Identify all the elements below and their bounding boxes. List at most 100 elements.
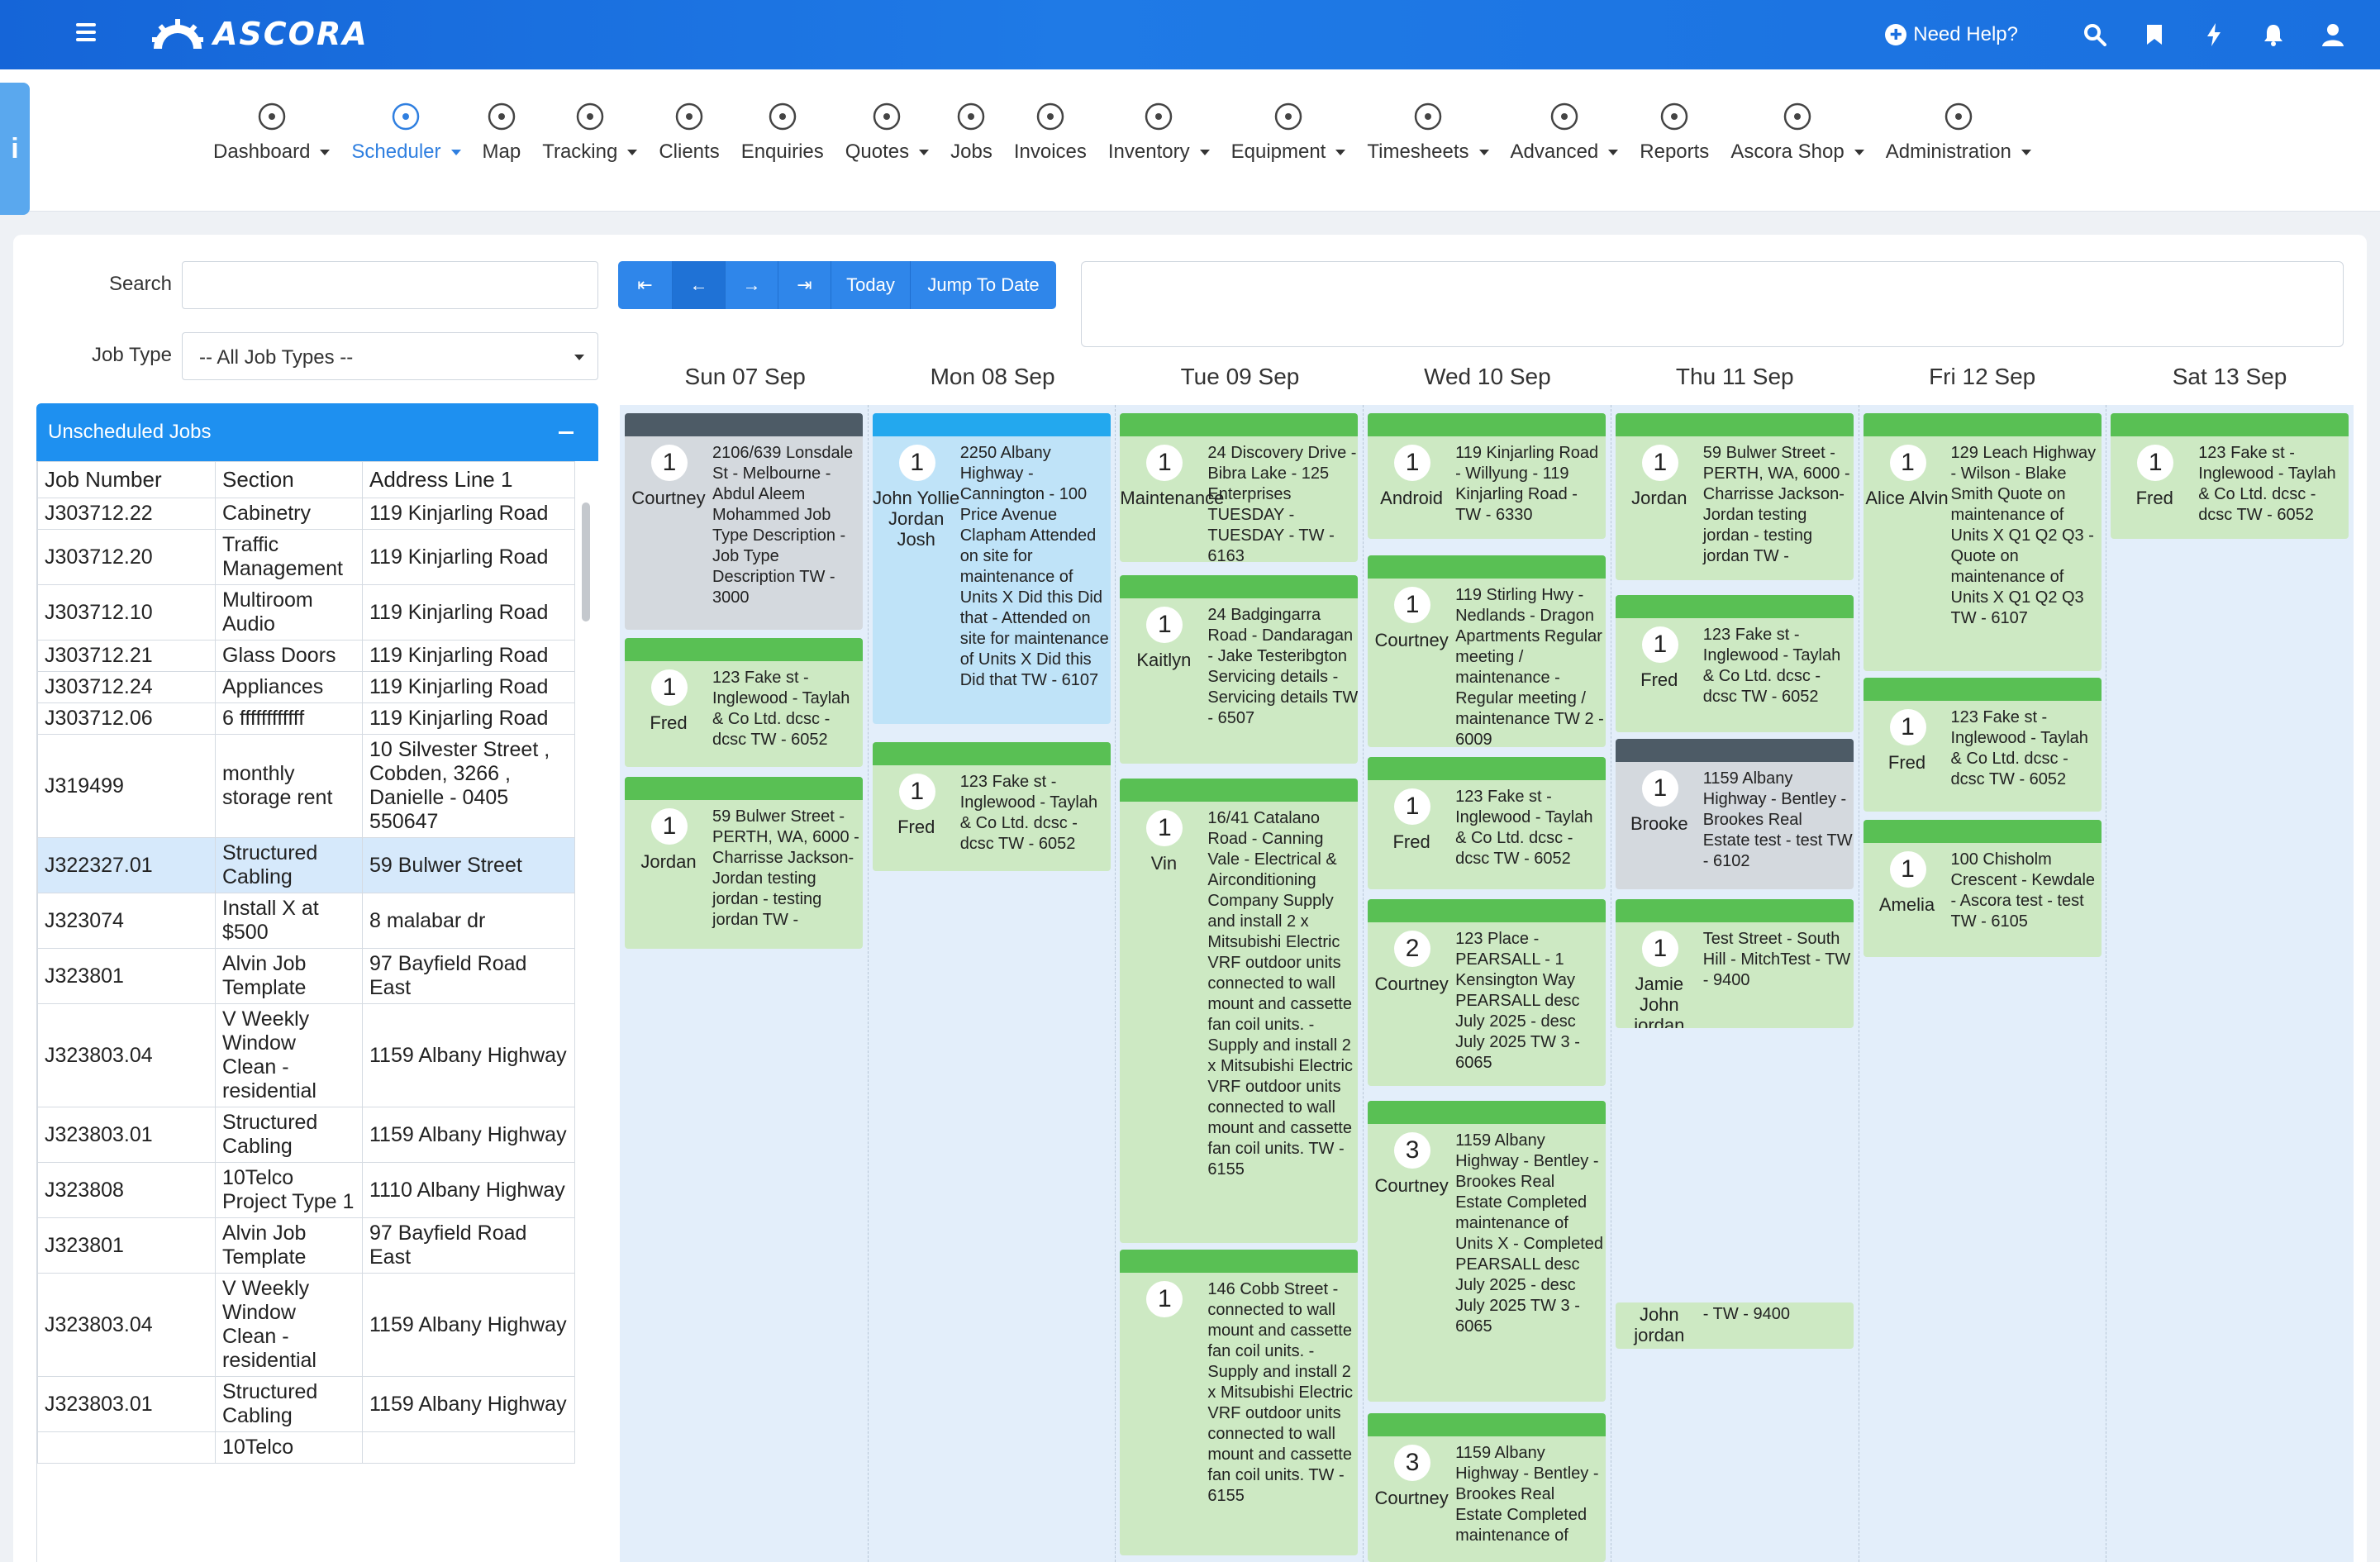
table-scrollbar-track[interactable] [578,496,592,1562]
table-row[interactable]: J322327.01 Structured Cabling 59 Bulwer St… [37,837,575,893]
job-card[interactable]: 1 Amelia 100 Chisholm Crescent - Kewdale -… [1863,820,2102,957]
nav-ascora-shop[interactable]: Ascora Shop [1726,98,1868,164]
nav-enquiries[interactable]: Enquiries [736,98,829,164]
job-card[interactable]: 1 Fred 123 Fake st - Inglewood - Taylah & … [1615,595,1854,732]
job-card[interactable]: 1 John Yollie Jordan Josh 2250 Albany High… [872,413,1111,724]
nav-advanced[interactable]: Advanced [1506,98,1624,164]
bookmark-icon[interactable] [2140,21,2168,49]
job-card[interactable]: 1 Fred 123 Fake st - Inglewood - Taylah & … [1368,757,1606,889]
job-card-assignee: Courtney [631,488,706,508]
nav-inventory[interactable]: Inventory [1103,98,1215,164]
nav-reports[interactable]: Reports [1635,98,1714,164]
job-card[interactable]: 1 Alice Alvin 129 Leach Highway - Wilson -… [1863,413,2102,671]
nav-scheduler[interactable]: Scheduler [346,98,465,164]
search-input[interactable] [182,261,598,309]
info-tab[interactable]: i [0,83,30,215]
job-type-select[interactable]: -- All Job Types -- [182,332,598,380]
collapse-icon[interactable] [559,431,574,434]
caret-down-icon[interactable] [450,149,461,155]
column-header[interactable]: Job Number [37,461,216,498]
bell-icon[interactable] [2259,21,2287,49]
hamburger-menu-icon[interactable] [76,23,96,43]
table-row[interactable]: J303712.22 Cabinetry 119 Kinjarling Road [37,498,575,530]
table-row[interactable]: J323801 Alvin Job Template 97 Bayfield Roa… [37,1217,575,1274]
caret-down-icon[interactable] [1199,149,1210,155]
column-header[interactable]: Address Line 1 [362,461,575,498]
caret-down-icon[interactable] [1335,149,1346,155]
ascora-logo[interactable]: ASCORA [150,13,369,55]
job-card[interactable]: 1 Fred 123 Fake st - Inglewood - Taylah & … [1863,678,2102,812]
job-card[interactable]: 1 146 Cobb Street - connected to wall mou… [1120,1250,1359,1555]
table-row[interactable]: J323803.01 Structured Cabling 1159 Albany … [37,1107,575,1163]
unscheduled-jobs-header[interactable]: Unscheduled Jobs [36,403,598,461]
job-card-count: 1 [2137,445,2174,481]
job-card[interactable]: 1 Jamie John jordan Test Street - South Hi… [1615,899,1854,1028]
caret-down-icon[interactable] [1608,149,1619,155]
nav-tracking[interactable]: Tracking [537,98,642,164]
nav-clients[interactable]: Clients [654,98,724,164]
nav-jobs[interactable]: Jobs [945,98,997,164]
caret-down-icon[interactable] [1854,149,1864,155]
table-row[interactable]: J323803.04 V Weekly Window Clean - reside… [37,1003,575,1107]
job-card[interactable]: 3 Courtney 1159 Albany Highway - Bentley -… [1368,1413,1606,1562]
caret-down-icon[interactable] [919,149,930,155]
nav-quotes[interactable]: Quotes [840,98,934,164]
job-card[interactable]: 1 Fred 123 Fake st - Inglewood - Taylah & … [2111,413,2349,539]
job-card-status-bar [1863,413,2102,436]
job-card[interactable]: 1 Courtney 119 Stirling Hwy - Nedlands - D… [1368,555,1606,747]
table-row[interactable]: J303712.20 Traffic Management 119 Kinjarli… [37,529,575,585]
job-card-count: 1 [651,808,688,845]
job-card[interactable]: 1 Brooke 1159 Albany Highway - Bentley - B… [1615,739,1854,889]
job-card[interactable]: 1 Fred 123 Fake st - Inglewood - Taylah & … [625,638,863,767]
table-row[interactable]: 10Telco [37,1431,575,1464]
user-profile-icon[interactable] [2319,21,2347,49]
job-card[interactable]: John jordan - TW - 9400 [1615,1302,1854,1349]
job-card[interactable]: 1 Maintenance 24 Discovery Drive - Bibra L… [1120,413,1359,562]
lightning-icon[interactable] [2200,21,2228,49]
nav-timesheets[interactable]: Timesheets [1362,98,1493,164]
nav-administration[interactable]: Administration [1881,98,2036,164]
day-header: Fri 12 Sep [1929,364,2036,389]
table-scrollbar-thumb[interactable] [582,502,590,621]
prev-week-button[interactable]: ← [673,261,726,309]
job-card[interactable]: 1 Jordan 59 Bulwer Street - PERTH, WA, 600… [625,777,863,949]
today-button[interactable]: Today [831,261,911,309]
column-header[interactable]: Section [215,461,363,498]
next-week-button[interactable]: → [726,261,778,309]
nav-invoices[interactable]: Invoices [1009,98,1092,164]
jump-to-date-button[interactable]: Jump To Date [911,261,1056,309]
last-week-button[interactable]: ⇥ [778,261,831,309]
table-row[interactable]: J323803.01 Structured Cabling 1159 Albany … [37,1376,575,1432]
search-icon[interactable] [2081,21,2109,49]
job-card[interactable]: 1 Fred 123 Fake st - Inglewood - Taylah & … [872,742,1111,871]
job-card[interactable]: 1 Jordan 59 Bulwer Street - PERTH, WA, 600… [1615,413,1854,580]
caret-down-icon[interactable] [627,149,638,155]
need-help-button[interactable]: ✚ Need Help? [1885,23,2018,46]
table-row[interactable]: J303712.10 Multiroom Audio 119 Kinjarling … [37,584,575,641]
table-row[interactable]: J323074 Install X at $500 8 malabar dr [37,893,575,949]
nav-equipment[interactable]: Equipment [1226,98,1351,164]
table-row[interactable]: J303712.21 Glass Doors 119 Kinjarling Road [37,640,575,672]
table-row[interactable]: J319499 monthly storage rent 10 Silvester … [37,734,575,838]
unscheduled-jobs-table-container: Job Number Section Address Line 1 J303712.… [36,461,598,1562]
table-row[interactable]: J323801 Alvin Job Template 97 Bayfield Roa… [37,948,575,1004]
nav-dashboard[interactable]: Dashboard [208,98,335,164]
caret-down-icon[interactable] [2021,149,2031,155]
nav-map[interactable]: Map [478,98,526,164]
table-row[interactable]: J303712.24 Appliances 119 Kinjarling Road [37,671,575,703]
job-card-assignee: Jordan [640,851,697,872]
caret-down-icon[interactable] [320,149,331,155]
caret-down-icon[interactable] [1478,149,1489,155]
job-card[interactable]: 1 Vin 16/41 Catalano Road - Canning Vale -… [1120,779,1359,1243]
table-row[interactable]: J323808 10Telco Project Type 1 1110 Albany… [37,1162,575,1218]
cell-section: 6 ffffffffffff [215,702,363,735]
job-card[interactable]: 2 Courtney 123 Place - PEARSALL - 1 Kensin… [1368,899,1606,1086]
job-card[interactable]: 1 Android 119 Kinjarling Road - Willyung -… [1368,413,1606,539]
job-card[interactable]: 1 Kaitlyn 24 Badgingarra Road - Dandaragan… [1120,575,1359,764]
first-week-button[interactable]: ⇤ [618,261,673,309]
job-card[interactable]: 1 Courtney 2106/639 Lonsdale St - Melbourn… [625,413,863,630]
table-row[interactable]: J323803.04 V Weekly Window Clean - reside… [37,1273,575,1377]
job-card[interactable]: 3 Courtney 1159 Albany Highway - Bentley -… [1368,1101,1606,1402]
scheduler-notes-box[interactable] [1081,261,2344,347]
table-row[interactable]: J303712.06 6 ffffffffffff 119 Kinjarling R… [37,702,575,735]
